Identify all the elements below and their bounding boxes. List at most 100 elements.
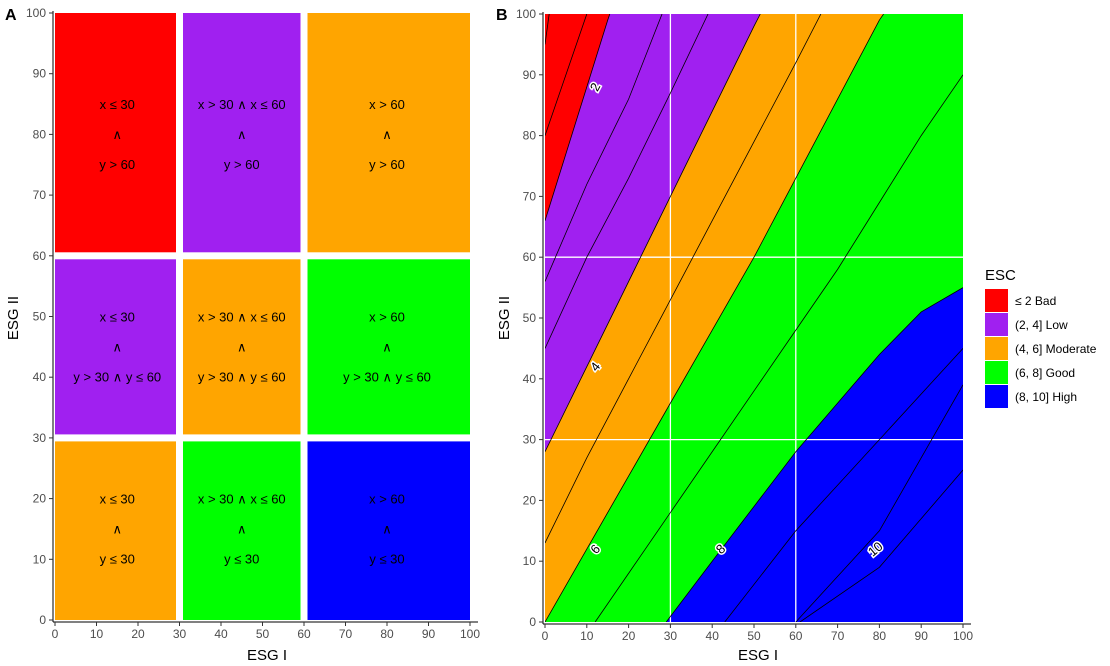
panel-b-plot-area: 246 8 10 — [545, 14, 963, 622]
cell-condition-label: y ≤ 30 — [224, 551, 259, 566]
cell-condition-label: x ≤ 30 — [100, 309, 135, 324]
legend-label: ≤ 2 Bad — [1015, 294, 1056, 308]
legend-swatch — [985, 385, 1008, 408]
cell-condition-label: x ≤ 30 — [100, 97, 135, 112]
cell-condition-label: x > 30 ∧ x ≤ 60 — [198, 97, 286, 112]
cell-condition-label: ∧ — [112, 127, 122, 142]
cell-condition-label: ∧ — [382, 127, 392, 142]
panel-b-y-tick-label: 10 — [523, 554, 537, 568]
panel-a-y-tick-label: 70 — [33, 188, 47, 202]
contour-line — [545, 14, 550, 45]
panel-a-y-tick-label: 100 — [26, 6, 46, 20]
contour-line — [545, 14, 588, 136]
cell-condition-label: ∧ — [112, 339, 122, 354]
panel-a: A x ≤ 30 ∧ y > 60 x > 30 ∧ x ≤ 60 ∧ y > 60 x >… — [5, 6, 480, 664]
panel-a-x-tick-label: 60 — [297, 627, 311, 641]
grid-cell — [55, 13, 176, 253]
legend-label: (8, 10] High — [1015, 390, 1077, 404]
contour-line — [665, 287, 963, 622]
panel-a-y-tick-label: 50 — [33, 310, 47, 324]
legend-label: (2, 4] Low — [1015, 318, 1068, 332]
panel-b-x-tick-label: 40 — [706, 629, 720, 643]
contour-line — [545, 14, 884, 622]
panel-a-letter: A — [5, 7, 17, 24]
cell-condition-label: y > 60 — [99, 157, 135, 172]
contour-line — [799, 469, 963, 622]
cell-condition-label: ∧ — [237, 339, 247, 354]
legend-label: (4, 6] Moderate — [1015, 342, 1097, 356]
cell-condition-label: y > 30 ∧ y ≤ 60 — [343, 369, 431, 384]
panel-a-x-tick-label: 70 — [339, 627, 353, 641]
cell-condition-label: y > 30 ∧ y ≤ 60 — [198, 369, 286, 384]
panel-b-y-tick-label: 40 — [523, 372, 537, 386]
cell-condition-label: ∧ — [382, 521, 392, 536]
grid-cell — [55, 441, 176, 620]
legend-swatch — [985, 337, 1008, 360]
panel-a-y-tick-label: 60 — [33, 249, 47, 263]
cell-condition-label: x > 60 — [369, 309, 405, 324]
panel-a-y-tick-label: 0 — [39, 613, 46, 627]
region-high — [666, 287, 963, 622]
legend-items: ≤ 2 Bad (2, 4] Low (4, 6] Moderate (6, 8] G… — [985, 289, 1097, 408]
contour-line — [545, 14, 761, 452]
grid-cell — [307, 13, 470, 253]
cell-condition-label: x > 30 ∧ x ≤ 60 — [198, 309, 286, 324]
panel-a-x-tick-label: 90 — [422, 627, 436, 641]
panel-b-x-tick-label: 0 — [542, 629, 549, 643]
panel-b-x-tick-label: 10 — [580, 629, 594, 643]
panel-b-x-axis-title: ESG I — [738, 647, 778, 664]
cell-condition-label: y > 60 — [369, 157, 405, 172]
panel-a-x-tick-label: 0 — [52, 627, 59, 641]
panel-a-y-axis-title: ESG II — [5, 296, 22, 340]
panel-a-x-tick-label: 100 — [460, 627, 480, 641]
grid-cell — [183, 441, 301, 620]
cell-condition-label: y > 60 — [224, 157, 260, 172]
panel-b-y-tick-label: 50 — [523, 311, 537, 325]
panel-a-y-tick-label: 80 — [33, 127, 47, 141]
panel-b-x-tick-label: 70 — [831, 629, 845, 643]
panel-b-y-tick-label: 70 — [523, 189, 537, 203]
panel-a-x-tick-label: 10 — [90, 627, 104, 641]
panel-a-y-tick-label: 90 — [33, 67, 47, 81]
panel-b-plot: 246 8 10 — [545, 14, 963, 622]
panel-b-x-tick-label: 50 — [747, 629, 761, 643]
contour-line — [545, 14, 611, 221]
panel-a-y-tick-label: 10 — [33, 552, 47, 566]
cell-condition-label: x > 60 — [369, 491, 405, 506]
cell-condition-label: y ≤ 30 — [100, 551, 135, 566]
panel-b-y-axis-title: ESG II — [496, 296, 513, 340]
panel-b-x-tick-label: 80 — [873, 629, 887, 643]
contour-line — [594, 74, 963, 622]
panel-b-axes: 0 10 20 30 40 50 60 70 80 90 100 0 10 20 30 40 50 60 70 80 9… — [516, 7, 973, 643]
panel-a-x-tick-label: 80 — [380, 627, 394, 641]
contour-line — [795, 384, 963, 622]
panel-b-y-tick-label: 80 — [523, 129, 537, 143]
panel-a-x-tick-label: 20 — [131, 627, 145, 641]
cell-condition-label: y ≤ 30 — [369, 551, 404, 566]
panel-b-x-tick-label: 100 — [953, 629, 973, 643]
contour-line — [545, 14, 822, 544]
panel-a-cells: x ≤ 30 ∧ y > 60 x > 30 ∧ x ≤ 60 ∧ y > 60 x > 6… — [55, 13, 470, 620]
contour-line — [545, 14, 663, 282]
panel-b: B 246 8 10 0 10 20 30 40 50 60 70 80 90 100 0 10 20 30 40… — [496, 7, 973, 664]
cell-condition-label: x ≤ 30 — [100, 491, 135, 506]
legend: ESC ≤ 2 Bad (2, 4] Low (4, 6] Moderate (6, … — [985, 267, 1097, 408]
grid-cell — [183, 259, 301, 435]
panel-b-x-tick-label: 20 — [622, 629, 636, 643]
cell-condition-label: ∧ — [112, 521, 122, 536]
cell-condition-label: x > 30 ∧ x ≤ 60 — [198, 491, 286, 506]
panel-a-x-tick-label: 40 — [214, 627, 228, 641]
panel-a-y-tick-label: 30 — [33, 431, 47, 445]
panel-b-x-tick-label: 30 — [664, 629, 678, 643]
grid-cell — [55, 259, 176, 435]
panel-b-x-tick-label: 90 — [915, 629, 929, 643]
legend-swatch — [985, 313, 1008, 336]
panel-a-x-tick-label: 50 — [256, 627, 270, 641]
panel-b-letter: B — [496, 7, 508, 24]
panel-b-y-tick-label: 60 — [523, 250, 537, 264]
panel-a-axes: 0 10 20 30 40 50 60 70 80 90 100 0 10 20 30 40 50 60 70 80 9… — [26, 6, 480, 641]
cell-condition-label: y > 30 ∧ y ≤ 60 — [73, 369, 161, 384]
panel-a-y-tick-label: 20 — [33, 492, 47, 506]
grid-cell — [183, 13, 301, 253]
